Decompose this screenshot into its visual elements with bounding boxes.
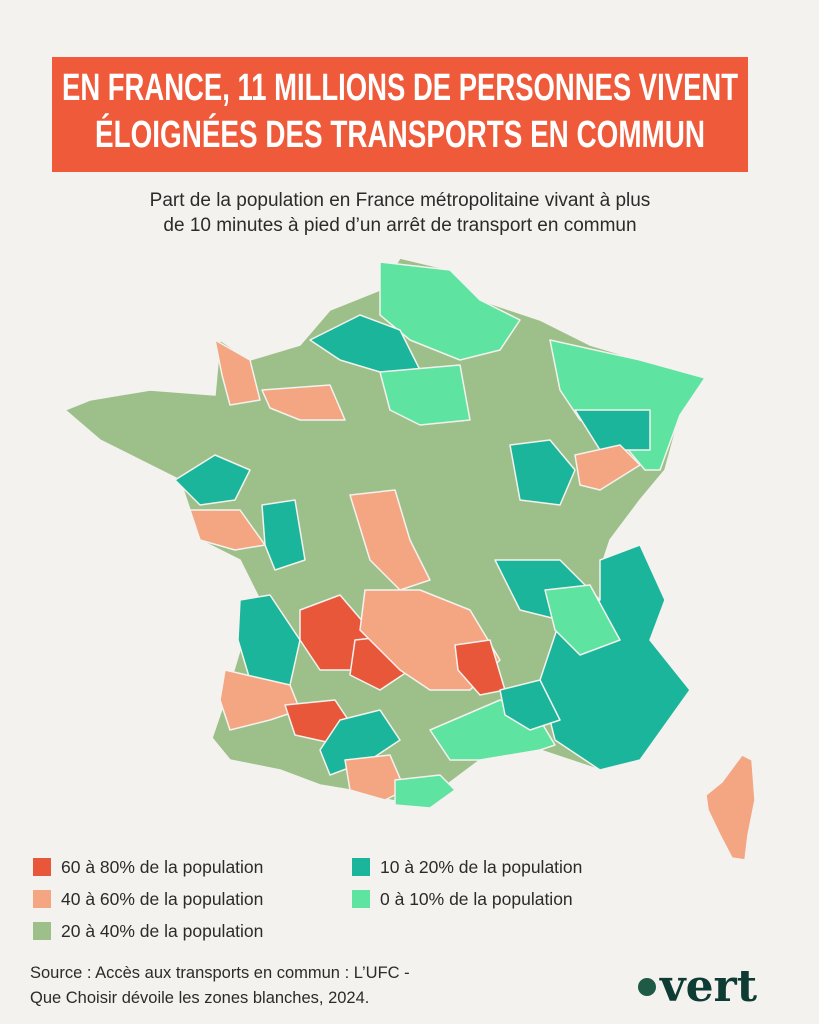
region: [379, 261, 521, 361]
legend-swatch: [352, 890, 370, 908]
region: [349, 489, 431, 591]
map: [64, 257, 756, 861]
legend-label: 60 à 80% de la population: [61, 857, 263, 877]
title: ÉLOIGNÉES DES TRANSPORTS EN COMMUN: [95, 112, 705, 156]
region: [549, 339, 706, 471]
region: [394, 774, 456, 809]
legend-swatch: [33, 858, 51, 876]
legend: 60 à 80% de la population 40 à 60% de la …: [33, 857, 582, 941]
corsica: [705, 754, 756, 861]
legend-label: 20 à 40% de la population: [61, 921, 263, 941]
subtitle: de 10 minutes à pied d’un arrêt de trans…: [163, 215, 636, 236]
region: [499, 679, 561, 731]
title-banner: [52, 57, 748, 172]
title: EN FRANCE, 11 MILLIONS DE PERSONNES VIVE…: [62, 67, 738, 109]
legend-swatch: [33, 922, 51, 940]
subtitle: Part de la population en France métropol…: [150, 190, 651, 211]
legend-label: 0 à 10% de la population: [380, 889, 573, 909]
region: [214, 339, 261, 406]
legend-label: 10 à 20% de la population: [380, 857, 582, 877]
region: [219, 669, 301, 731]
logo-leaf: [638, 978, 656, 996]
region: [189, 509, 266, 551]
region: [574, 409, 651, 451]
legend-label: 40 à 60% de la population: [61, 889, 263, 909]
source: Que Choisir dévoile les zones blanches, …: [30, 989, 369, 1007]
region: [509, 439, 576, 506]
region: [261, 499, 306, 571]
legend-swatch: [33, 890, 51, 908]
logo: vert: [659, 961, 758, 1012]
region: [454, 639, 506, 696]
region: [379, 364, 471, 426]
legend-swatch: [352, 858, 370, 876]
region: [174, 454, 251, 506]
region: [574, 444, 641, 491]
region: [544, 584, 621, 656]
source: Source : Accès aux transports en commun …: [30, 964, 410, 982]
region: [261, 384, 346, 421]
